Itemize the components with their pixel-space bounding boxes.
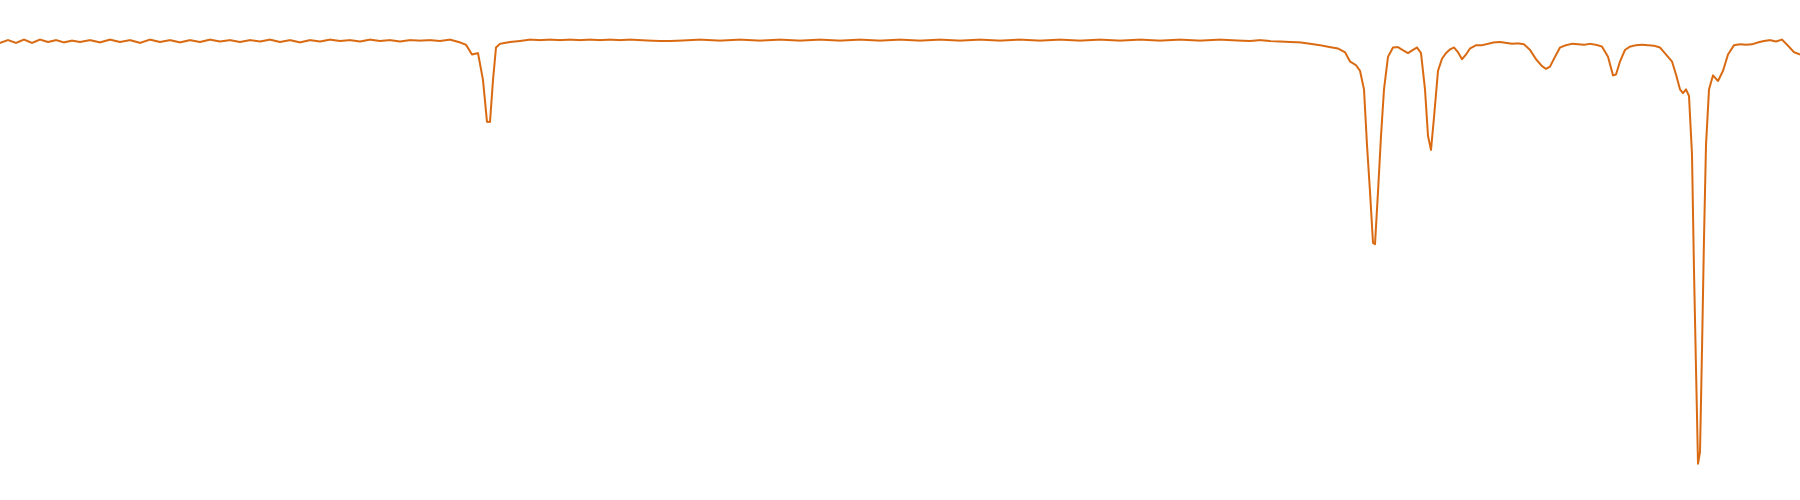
series-line-1 — [0, 38, 1800, 465]
series-layer — [0, 38, 1800, 465]
